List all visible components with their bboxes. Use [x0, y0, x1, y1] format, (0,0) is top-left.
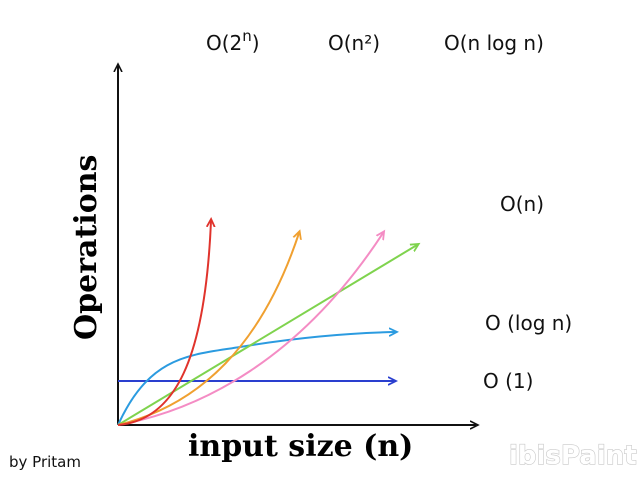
linear-label: O(n) [500, 192, 544, 216]
linear-curve [117, 245, 417, 426]
logarithmic-label: O (log n) [485, 311, 572, 335]
constant-label: O (1) [483, 369, 533, 393]
nlogn-curve [117, 233, 383, 426]
watermark-logo: ibisPaint [509, 441, 637, 471]
nlogn-label: O(n log n) [444, 31, 544, 55]
exponential-label: O(2n) [206, 27, 260, 55]
exponential-curve [117, 221, 211, 426]
y-axis-title: Operations [69, 155, 104, 340]
quadratic-label: O(n²) [328, 31, 380, 55]
x-axis-title: input size (n) [188, 429, 413, 464]
credit-text: by Pritam [9, 453, 81, 471]
